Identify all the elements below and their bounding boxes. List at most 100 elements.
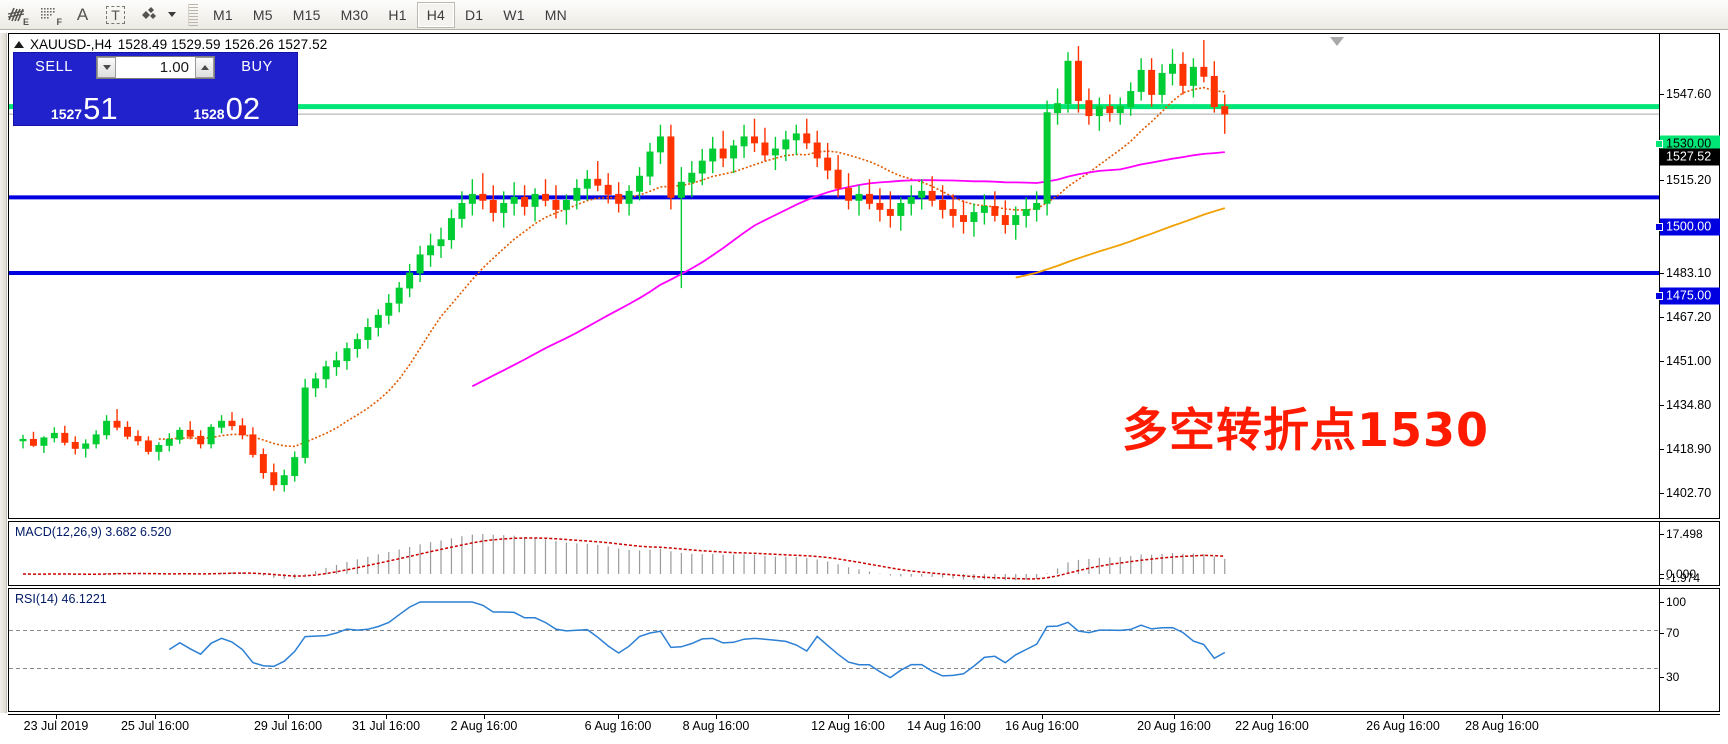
price-level-marker-icon[interactable]	[1655, 223, 1663, 231]
grid-icon-sublabel: F	[56, 16, 63, 27]
price-axis-label: 1418.90	[1666, 442, 1712, 456]
price-axis-label: 1451.00	[1666, 354, 1712, 368]
price-axis-tick	[1660, 180, 1664, 181]
time-axis-tick	[1042, 715, 1043, 719]
timeframe-h1[interactable]: H1	[388, 6, 407, 23]
trade-panel-controls: SELL 1.00 BUY	[14, 53, 297, 81]
collapse-triangle-icon[interactable]	[14, 41, 24, 48]
objects-icon[interactable]	[132, 1, 165, 29]
time-axis-tick	[1403, 715, 1404, 719]
window-left-rail	[0, 33, 7, 713]
price-axis-label: 1483.10	[1666, 266, 1712, 280]
price-axis-tick	[1660, 361, 1664, 362]
timeframe-d1[interactable]: D1	[465, 6, 484, 23]
time-axis-tick	[484, 715, 485, 719]
time-axis-tick	[618, 715, 619, 719]
time-axis-label: 22 Aug 16:00	[1235, 719, 1309, 733]
macd-axis-tick	[1660, 578, 1664, 579]
macd-title: MACD(12,26,9) 3.682 6.520	[15, 525, 172, 539]
time-axis-label: 8 Aug 16:00	[682, 719, 750, 733]
rsi-svg	[9, 601, 1659, 679]
macd-axis-label: 0.000	[1666, 567, 1697, 581]
sell-button[interactable]: SELL	[35, 59, 73, 75]
sell-price-lead: 1527	[50, 106, 83, 122]
price-axis-label: 1515.20	[1666, 173, 1712, 187]
timeframe-w1[interactable]: W1	[503, 6, 525, 23]
time-axis-tick	[56, 715, 57, 719]
time-axis-tick	[716, 715, 717, 719]
time-axis-label: 12 Aug 16:00	[811, 719, 885, 733]
chart-scroll-marker-icon[interactable]	[1330, 33, 1344, 46]
timeframe-mn[interactable]: MN	[544, 6, 567, 23]
volume-decrease-button[interactable]	[97, 56, 116, 78]
rsi-panel[interactable]: RSI(14) 46.1221 100 70 30	[8, 588, 1720, 712]
time-axis-label: 31 Jul 16:00	[351, 719, 421, 733]
text-label-icon[interactable]: A	[66, 1, 99, 29]
volume-value[interactable]: 1.00	[159, 58, 189, 76]
timeframe-h4[interactable]: H4	[416, 1, 455, 28]
time-axis-tick	[155, 715, 156, 719]
price-axis-badge-green: 1530.00	[1660, 135, 1720, 153]
price-level-marker-icon[interactable]	[1655, 292, 1663, 300]
rsi-axis-tick	[1660, 677, 1664, 678]
time-axis-tick	[848, 715, 849, 719]
price-axis-label: 1467.20	[1666, 310, 1712, 324]
rsi-axis-tick	[1660, 602, 1664, 603]
one-click-trading-panel[interactable]: SELL 1.00 BUY 1527 51 1528 02	[13, 52, 298, 126]
time-axis[interactable]: 23 Jul 2019 25 Jul 16:00 29 Jul 16:00 31 Ju…	[8, 714, 1720, 740]
time-axis-label: 23 Jul 2019	[23, 719, 89, 733]
trade-panel-divider	[154, 81, 157, 125]
volume-stepper[interactable]: 1.00	[96, 55, 215, 79]
buy-price[interactable]: 1528 02	[157, 81, 298, 125]
trade-panel-prices: 1527 51 1528 02	[14, 81, 297, 125]
price-axis-badge-blue: 1475.00	[1660, 287, 1720, 305]
sell-price[interactable]: 1527 51	[14, 81, 155, 125]
price-axis-badge-black: 1527.52	[1660, 148, 1720, 166]
indicators-icon[interactable]: E	[0, 1, 33, 29]
price-axis-tick	[1660, 273, 1664, 274]
price-axis-badge-blue: 1500.00	[1660, 218, 1720, 236]
time-axis-tick	[1502, 715, 1503, 719]
text-box-icon-glyph: T	[106, 5, 125, 24]
grid-icon[interactable]: F	[33, 1, 66, 29]
time-axis-tick	[288, 715, 289, 719]
chart-annotation-text[interactable]: 多空转折点1530	[1122, 403, 1490, 457]
time-axis-label: 6 Aug 16:00	[584, 719, 652, 733]
indicators-icon-sublabel: E	[22, 16, 29, 27]
objects-dropdown-caret-icon[interactable]	[165, 1, 179, 29]
timeframe-m1[interactable]: M1	[213, 6, 233, 23]
text-box-icon[interactable]: T	[99, 1, 132, 29]
rsi-axis-label: 100	[1666, 595, 1687, 609]
macd-axis: 17.498 0.000 -1.974	[1659, 522, 1719, 585]
chart-ohlc-values: 1528.49 1529.59 1526.26 1527.52	[117, 37, 328, 52]
main-toolbar: E F A T	[0, 0, 1728, 30]
rsi-axis: 100 70 30	[1659, 589, 1719, 711]
buy-button[interactable]: BUY	[241, 59, 273, 75]
timeframe-m5[interactable]: M5	[252, 6, 273, 23]
price-axis-label: 1434.80	[1666, 398, 1712, 412]
price-axis-tick	[1660, 405, 1664, 406]
timeframe-m15[interactable]: M15	[292, 6, 321, 23]
macd-axis-label: -1.974	[1666, 571, 1701, 585]
buy-price-big: 02	[225, 91, 261, 126]
time-axis-tick	[1272, 715, 1273, 719]
price-axis-tick	[1660, 493, 1664, 494]
buy-price-lead: 1528	[193, 106, 225, 122]
rsi-title: RSI(14) 46.1221	[15, 592, 107, 606]
rsi-axis-label: 70	[1666, 626, 1680, 640]
volume-increase-button[interactable]	[195, 56, 214, 78]
price-axis-label: 1402.70	[1666, 486, 1712, 500]
sell-price-big: 51	[83, 91, 118, 126]
macd-axis-label: 17.498	[1666, 527, 1703, 541]
time-axis-tick	[1174, 715, 1175, 719]
price-axis[interactable]: 1547.60 1530.00 1527.52 1515.20 1500.00 1483.…	[1655, 34, 1720, 518]
macd-panel[interactable]: MACD(12,26,9) 3.682 6.520 17.498 0.000 -1.…	[8, 521, 1720, 586]
chart-header: XAUUSD-,H4 1528.49 1529.59 1526.26 1527.…	[14, 37, 327, 52]
time-axis-label: 14 Aug 16:00	[907, 719, 981, 733]
time-axis-tick	[386, 715, 387, 719]
time-axis-tick	[944, 715, 945, 719]
toolbar-grip-handle[interactable]	[188, 3, 198, 26]
price-level-marker-icon[interactable]	[1655, 140, 1663, 148]
timeframe-m30[interactable]: M30	[340, 6, 369, 23]
